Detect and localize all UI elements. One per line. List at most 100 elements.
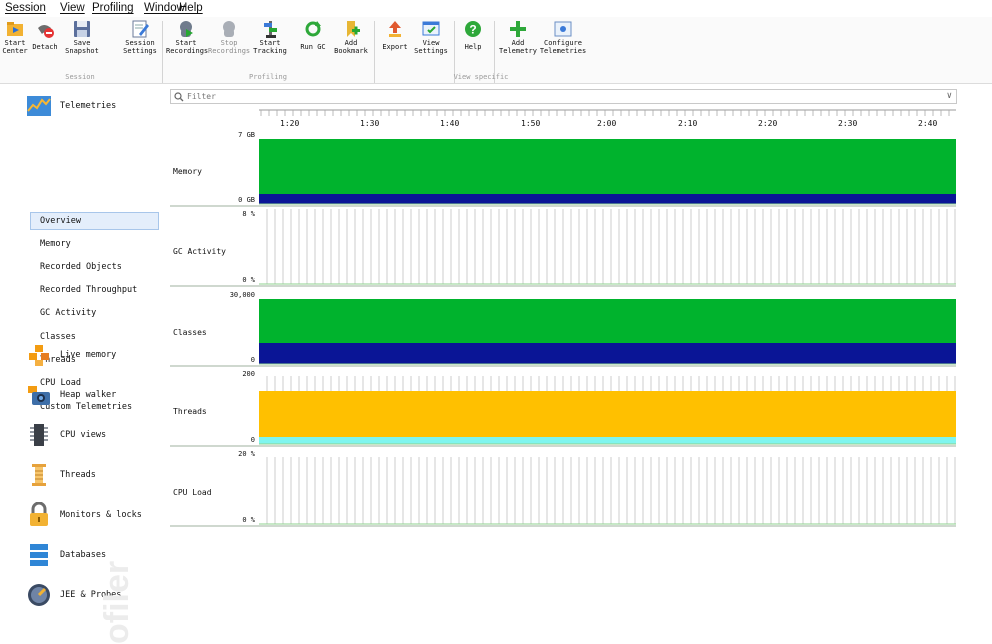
sidebar-item-recorded-objects[interactable]: Recorded Objects <box>40 262 122 272</box>
add-bookmark-button[interactable]: Add Bookmark <box>334 19 368 73</box>
menu-profiling[interactable]: Profiling <box>92 2 134 14</box>
selection-highlight <box>30 212 159 230</box>
configure-telemetries-button[interactable]: Configure Telemetries <box>538 19 588 73</box>
svg-text:?: ? <box>469 23 476 37</box>
y-max-memory: 7 GB <box>238 131 255 139</box>
start-tracking-label: Start <box>259 39 281 47</box>
add-bookmark-label-2: Bookmark <box>334 47 368 55</box>
sidebar-section-cpu-views[interactable]: CPU views <box>26 422 106 448</box>
databases-icon <box>30 544 48 566</box>
time-tick-label: 1:30 <box>360 119 380 128</box>
menu-help[interactable]: Help <box>179 2 203 14</box>
session-settings-label: Session <box>125 39 155 47</box>
menu-window[interactable]: Window <box>144 2 185 14</box>
run-gc-icon <box>305 21 321 37</box>
help-label: Help <box>464 43 482 51</box>
sidebar-item-recorded-throughput[interactable]: Recorded Throughput <box>40 285 138 295</box>
add-telemetry-icon <box>510 21 526 37</box>
sidebar-item-overview[interactable]: Overview <box>40 216 81 226</box>
chevron-down-icon[interactable]: ∨ <box>946 91 952 101</box>
session-settings-label-2: Settings <box>123 47 157 55</box>
start-center-icon <box>7 22 23 36</box>
start-tracking-button[interactable]: Start Tracking <box>252 19 288 73</box>
y-min-classes: 0 <box>250 356 255 364</box>
row-label-memory[interactable]: Memory <box>173 167 202 176</box>
toolbar-separator <box>374 21 375 83</box>
threads-icon <box>32 464 46 486</box>
time-tick-label: 2:10 <box>678 119 698 128</box>
time-tick-label: 2:40 <box>918 119 938 128</box>
sidebar-section-heap-walker[interactable]: Heap walker <box>26 382 116 408</box>
y-max-gc-activity: 8 % <box>242 210 255 218</box>
start-center-label-2: Center <box>2 47 28 55</box>
start-center-label: Start <box>4 39 26 47</box>
sidebar-item-classes[interactable]: Classes <box>40 332 76 342</box>
search-icon <box>174 92 184 102</box>
row-label-cpu-load[interactable]: CPU Load <box>173 488 212 497</box>
run-gc-button[interactable]: Run GC <box>298 19 328 73</box>
menu-bar: Session View Profiling Window Help <box>0 0 992 17</box>
start-center-button[interactable]: Start Center <box>0 19 30 73</box>
toolbar-group-session-label: Session <box>65 73 95 81</box>
save-snapshot-button[interactable]: Save Snapshot <box>64 19 100 73</box>
sidebar: Telemetries Overview Memory Recorded Obj… <box>0 84 164 644</box>
session-settings-button[interactable]: Session Settings <box>122 19 158 73</box>
time-tick-label: 1:20 <box>280 119 300 128</box>
add-telemetry-button[interactable]: Add Telemetry <box>498 19 538 73</box>
toolbar-separator <box>454 21 455 83</box>
sidebar-section-cpu-views-label: CPU views <box>60 430 107 440</box>
start-recordings-button[interactable]: Start Recordings <box>166 19 209 73</box>
menu-view[interactable]: View <box>60 2 85 14</box>
time-tick-label: 2:00 <box>597 119 617 128</box>
series-area-classes <box>259 299 956 343</box>
series-area-threads <box>259 391 956 437</box>
detach-label: Detach <box>32 43 58 51</box>
sidebar-section-jee-probes[interactable]: JEE & Probes <box>26 582 121 608</box>
y-max-classes: 30,000 <box>229 291 255 299</box>
row-label-gc-activity[interactable]: GC Activity <box>173 247 226 256</box>
toolbar-separator <box>494 21 495 83</box>
sidebar-section-databases[interactable]: Databases <box>26 542 106 568</box>
start-tracking-label-2: Tracking <box>253 47 287 55</box>
save-snapshot-icon <box>74 21 90 37</box>
toolbar-separator <box>162 21 163 83</box>
telemetry-overview: 1:20 1:30 1:40 1:50 2:00 2:10 2:20 2:30 … <box>170 106 960 530</box>
export-button[interactable]: Export <box>378 19 412 73</box>
toolbar-group-view-specific-label: View specific <box>453 73 509 81</box>
row-label-classes[interactable]: Classes <box>173 328 207 337</box>
help-button[interactable]: ? Help <box>458 19 488 73</box>
heap-walker-icon <box>28 386 50 405</box>
jee-probes-icon <box>28 584 50 606</box>
save-snapshot-label: Save <box>73 39 91 47</box>
export-icon <box>389 21 401 37</box>
session-settings-icon <box>132 20 149 38</box>
sidebar-section-live-memory-label: Live memory <box>60 350 117 360</box>
stop-recordings-button[interactable]: Stop Recordings <box>208 19 250 73</box>
time-tick-label: 2:20 <box>758 119 778 128</box>
telemetry-charts <box>170 109 956 527</box>
sidebar-item-gc-activity[interactable]: GC Activity <box>40 308 97 318</box>
y-min-gc-activity: 0 % <box>242 276 255 284</box>
sidebar-item-cpu-load[interactable]: CPU Load <box>40 378 81 388</box>
start-recordings-label-2: Recordings <box>166 47 209 55</box>
y-max-threads: 200 <box>242 370 255 378</box>
sidebar-section-live-memory[interactable]: Live memory <box>26 342 116 368</box>
sidebar-item-memory[interactable]: Memory <box>40 239 71 249</box>
sidebar-section-telemetries[interactable]: Telemetries <box>26 93 116 119</box>
help-icon: ? <box>465 21 481 37</box>
row-label-threads[interactable]: Threads <box>173 407 207 416</box>
filter-input[interactable]: Filter ∨ <box>170 89 957 104</box>
add-telemetry-label: Add <box>511 39 525 47</box>
menu-session[interactable]: Session <box>5 2 46 14</box>
detach-button[interactable]: Detach <box>30 19 60 73</box>
time-tick-label: 1:50 <box>521 119 541 128</box>
time-tick-label: 2:30 <box>838 119 858 128</box>
view-settings-button[interactable]: View Settings <box>414 19 448 73</box>
sidebar-item-threads[interactable]: Threads <box>40 355 76 365</box>
sidebar-section-threads[interactable]: Threads <box>26 462 96 488</box>
configure-telemetries-label-2: Telemetries <box>539 47 587 55</box>
configure-telemetries-icon <box>554 21 572 37</box>
sidebar-item-custom-telemetries[interactable]: Custom Telemetries <box>40 402 133 412</box>
sidebar-section-monitors-locks-label: Monitors & locks <box>60 510 142 520</box>
sidebar-section-monitors-locks[interactable]: Monitors & locks <box>26 502 142 528</box>
